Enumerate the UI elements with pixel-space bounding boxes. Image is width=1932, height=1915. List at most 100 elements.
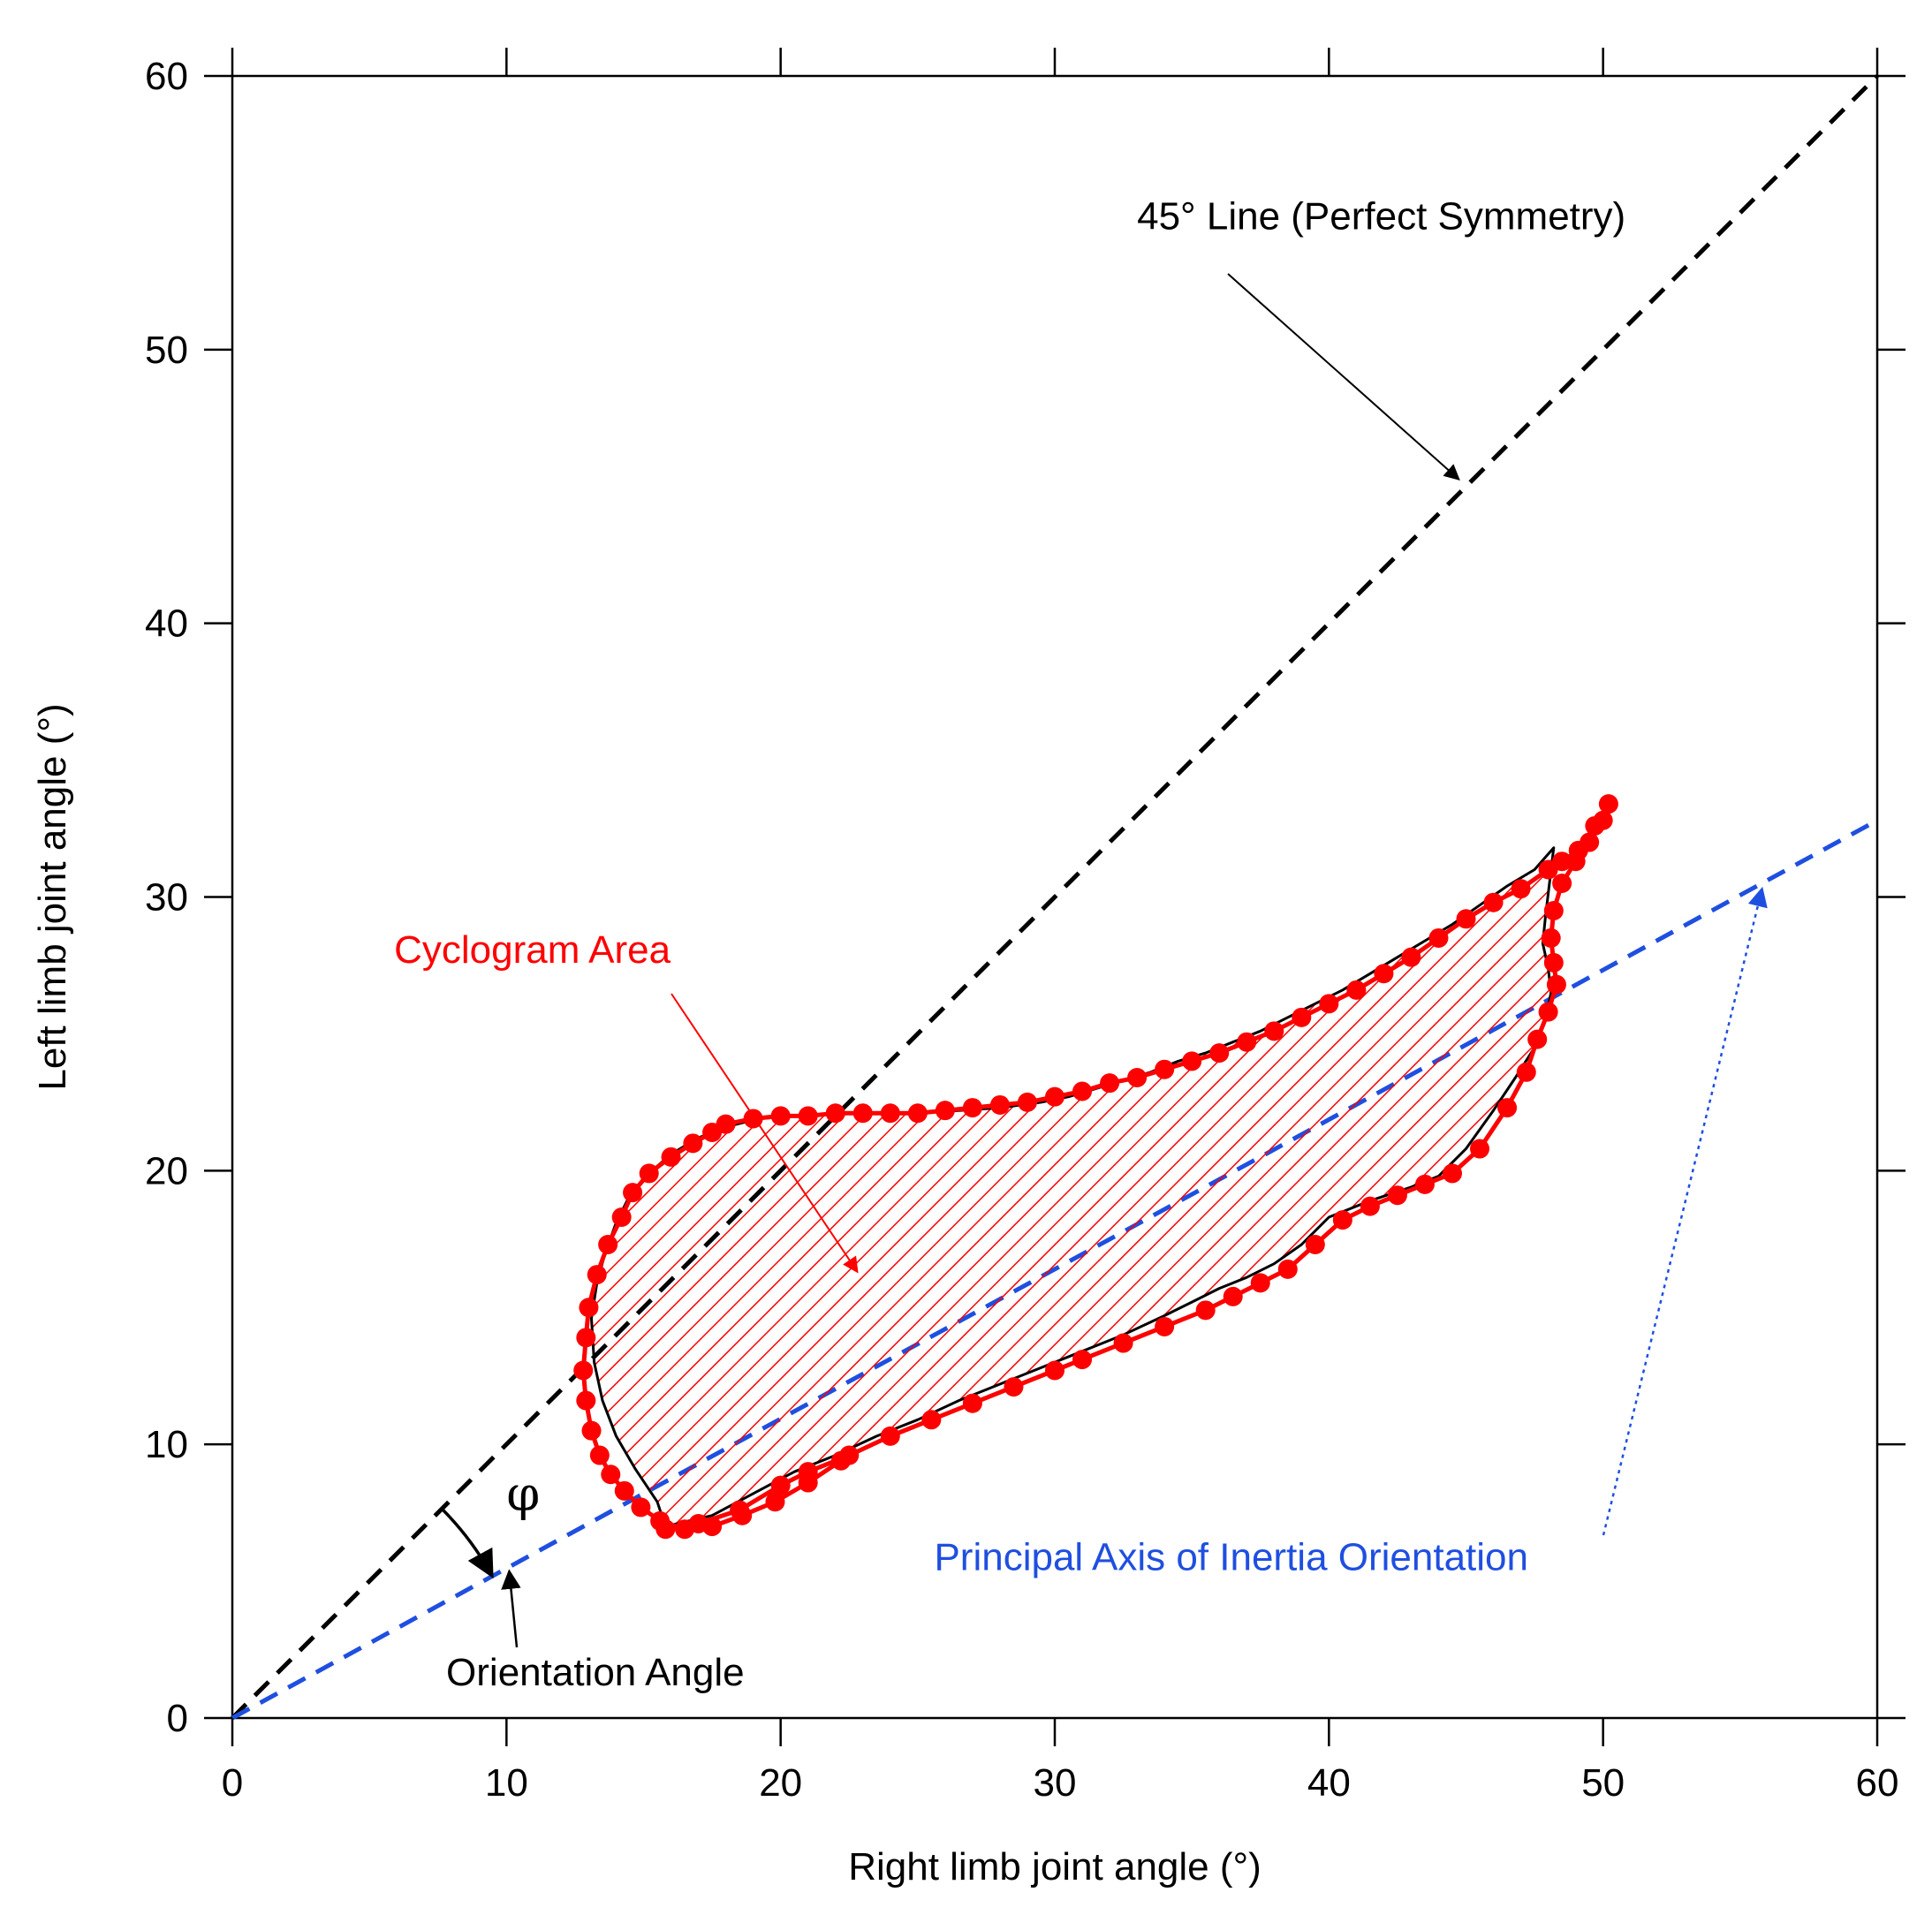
data-point [935, 1101, 955, 1121]
data-point [581, 1420, 602, 1441]
symmetry-arrow [1227, 273, 1460, 481]
data-point [576, 1390, 596, 1411]
data-point [579, 1298, 599, 1318]
x-tick-label: 0 [222, 1761, 243, 1805]
data-point [631, 1497, 651, 1518]
data-point [1497, 1098, 1518, 1118]
data-point [1195, 1300, 1216, 1321]
y-tick-label: 20 [145, 1149, 188, 1192]
cyclogram-hatch [591, 847, 1554, 1527]
data-point [1292, 1007, 1312, 1027]
data-point [1598, 794, 1618, 814]
annotations: 45° Line (Perfect Symmetry) Cyclogram Are… [394, 195, 1768, 1694]
data-point [825, 1103, 845, 1124]
data-point [1250, 1273, 1270, 1293]
data-point [1401, 947, 1421, 967]
data-point [1552, 874, 1572, 894]
data-point [1541, 927, 1561, 948]
data-point [611, 1207, 632, 1228]
data-point [1428, 927, 1449, 948]
symmetry-line [231, 74, 1879, 1720]
data-point [1538, 1002, 1558, 1022]
data-point [1113, 1333, 1133, 1353]
data-point [1264, 1021, 1284, 1041]
data-point [962, 1393, 982, 1413]
data-point [1538, 859, 1558, 880]
cyclogram-area-label: Cyclogram Area [394, 928, 671, 972]
data-point [1585, 815, 1605, 836]
data-point [1072, 1350, 1093, 1370]
y-tick-label: 0 [167, 1697, 188, 1740]
data-point [623, 1183, 643, 1203]
symmetry-label: 45° Line (Perfect Symmetry) [1137, 195, 1625, 238]
data-point [1387, 1185, 1407, 1206]
data-point [1374, 964, 1394, 984]
data-point [1414, 1174, 1435, 1194]
axes-labels: 0 10 20 30 40 50 60 0 10 20 30 40 50 60 Right limb joi… [31, 48, 1905, 1889]
data-point [1045, 1086, 1064, 1107]
data-point [573, 1360, 594, 1381]
y-tick-label: 50 [145, 329, 188, 372]
data-point [880, 1103, 900, 1124]
data-point [1072, 1081, 1093, 1101]
principal-axis-arrow [1602, 886, 1768, 1536]
data-point [770, 1475, 791, 1495]
data-point [576, 1328, 596, 1348]
data-point [1527, 1029, 1548, 1049]
data-point [1360, 1196, 1380, 1216]
x-tick-label: 30 [1034, 1761, 1077, 1805]
data-point [683, 1133, 703, 1154]
data-point [1511, 879, 1531, 899]
data-point [765, 1492, 785, 1512]
data-point [989, 1094, 1010, 1115]
data-point [1543, 952, 1564, 973]
data-point [1516, 1062, 1536, 1082]
data-point [1470, 1139, 1490, 1159]
data-point [587, 1265, 607, 1285]
data-point [639, 1163, 659, 1184]
data-point [1442, 1163, 1462, 1184]
data-point [770, 1106, 791, 1126]
y-tick-label: 60 [145, 55, 188, 98]
data-point [1045, 1360, 1064, 1381]
data-point [675, 1519, 695, 1540]
data-point [1332, 1210, 1352, 1230]
data-point [1346, 980, 1367, 1000]
data-point [702, 1517, 723, 1537]
data-point [1568, 840, 1588, 860]
data-point [798, 1472, 818, 1493]
data-point [1456, 909, 1476, 929]
data-point [1127, 1067, 1148, 1087]
principal-axis-label: Principal Axis of Inertia Orientation [934, 1536, 1528, 1579]
data-point [1305, 1234, 1325, 1254]
data-point [1277, 1259, 1298, 1279]
data-point [1546, 974, 1566, 995]
orientation-angle-arrow [501, 1569, 521, 1648]
x-tick-label: 20 [759, 1761, 802, 1805]
data-point [1155, 1059, 1175, 1079]
x-tick-label: 50 [1581, 1761, 1625, 1805]
phi-symbol: φ [506, 1466, 540, 1522]
data-point [830, 1450, 851, 1471]
y-axis-title: Left limb joint angle (°) [31, 703, 74, 1090]
data-point [1209, 1043, 1230, 1063]
data-point [732, 1505, 753, 1525]
data-point [1004, 1377, 1024, 1397]
data-point [1155, 1316, 1175, 1336]
data-point [1543, 900, 1564, 920]
x-tick-label: 60 [1856, 1761, 1899, 1805]
data-point [598, 1234, 618, 1254]
data-point [601, 1465, 621, 1485]
data-point [661, 1147, 681, 1167]
data-point [589, 1445, 610, 1465]
cyclogram-area-arrow [671, 993, 859, 1274]
y-tick-label: 10 [145, 1423, 188, 1466]
data-point [1100, 1073, 1120, 1094]
data-point [1319, 994, 1339, 1014]
data-point [1017, 1092, 1037, 1112]
orientation-angle-label: Orientation Angle [446, 1651, 745, 1694]
data-point [921, 1410, 942, 1430]
data-point [962, 1098, 982, 1118]
reference-lines [231, 74, 1879, 1721]
